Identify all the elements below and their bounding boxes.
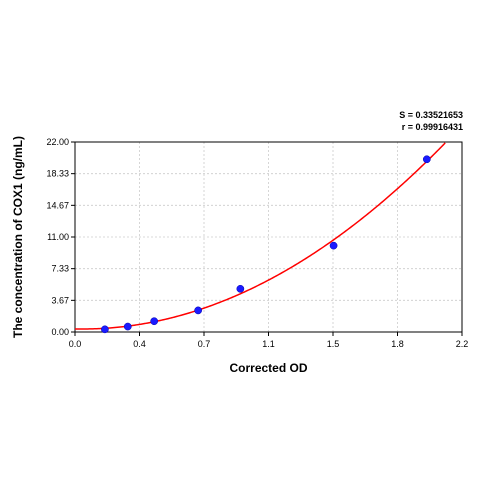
- y-axis-ticks: 0.00 3.67 7.33 11.00 14.67 18.33 22.00: [46, 137, 75, 337]
- data-point: [329, 241, 338, 250]
- y-tick-label: 3.67: [51, 295, 69, 305]
- x-tick-label: 0.4: [133, 339, 146, 349]
- y-tick-label: 0.00: [51, 327, 69, 337]
- y-tick-label: 7.33: [51, 264, 69, 274]
- data-point: [194, 306, 202, 315]
- x-tick-label: 0.0: [69, 339, 82, 349]
- x-axis-ticks: 0.0 0.4 0.7 1.1 1.5 1.8 2.2: [69, 332, 469, 349]
- y-tick-label: 14.67: [46, 200, 69, 210]
- y-tick-label: 22.00: [46, 137, 69, 147]
- x-tick-label: 0.7: [198, 339, 211, 349]
- data-point: [422, 155, 431, 164]
- y-axis-title: The concentration of COX1 (ng/mL): [11, 136, 25, 338]
- x-tick-label: 1.1: [262, 339, 275, 349]
- x-axis-title: Corrected OD: [229, 361, 307, 375]
- data-point: [236, 284, 245, 293]
- data-point: [101, 325, 109, 334]
- data-point: [123, 322, 132, 331]
- stat-r: r = 0.99916431: [402, 122, 463, 132]
- stat-s: S = 0.33521653: [399, 110, 463, 120]
- grid-lines: [75, 142, 462, 332]
- data-point: [150, 317, 159, 326]
- x-tick-label: 1.8: [391, 339, 404, 349]
- x-tick-label: 2.2: [456, 339, 469, 349]
- y-tick-label: 11.00: [47, 232, 69, 242]
- fit-curve: [74, 142, 446, 330]
- data-points: [101, 155, 431, 334]
- y-tick-label: 18.33: [46, 169, 69, 179]
- x-tick-label: 1.5: [327, 339, 340, 349]
